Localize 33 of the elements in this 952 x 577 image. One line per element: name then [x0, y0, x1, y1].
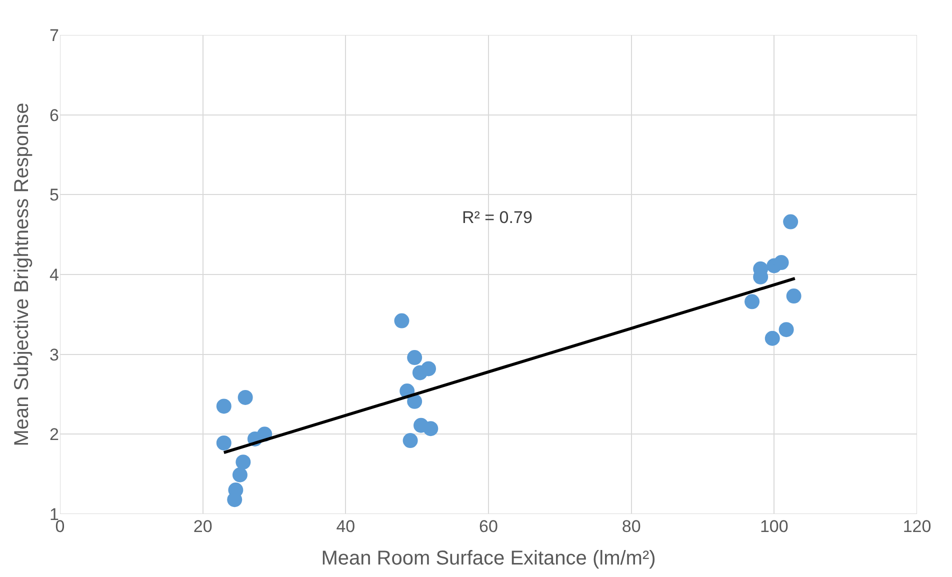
y-axis-title: Mean Subjective Brightness Response — [11, 102, 34, 446]
point — [236, 454, 251, 470]
y-tick-label: 7 — [50, 26, 59, 45]
point — [786, 288, 802, 304]
x-tick-label: 60 — [479, 517, 498, 536]
point — [227, 492, 242, 508]
point — [778, 322, 794, 338]
x-tick-label: 100 — [760, 517, 788, 536]
point — [423, 421, 438, 436]
y-tick-label: 6 — [50, 106, 59, 125]
point — [407, 350, 422, 366]
x-tick-label: 120 — [902, 517, 932, 536]
x-tick-label: 80 — [622, 517, 641, 536]
x-tick-label: 20 — [193, 517, 212, 536]
point — [407, 394, 422, 409]
point — [238, 390, 253, 405]
point — [394, 313, 410, 328]
point — [232, 467, 248, 482]
point — [216, 435, 232, 450]
point — [774, 255, 789, 270]
point — [402, 433, 418, 448]
point — [744, 294, 760, 310]
x-tick-label: 40 — [336, 517, 356, 536]
y-tick-label: 2 — [50, 425, 59, 444]
point — [421, 361, 436, 376]
y-tick-label: 5 — [50, 186, 59, 205]
y-tick-label: 4 — [50, 265, 59, 284]
y-tick-label: 3 — [50, 345, 59, 364]
annotation: R² = 0.79 — [462, 208, 532, 227]
x-axis-title: Mean Room Surface Exitance (lm/m²) — [321, 548, 656, 570]
point — [216, 398, 232, 414]
point — [783, 214, 798, 230]
point — [764, 330, 780, 346]
